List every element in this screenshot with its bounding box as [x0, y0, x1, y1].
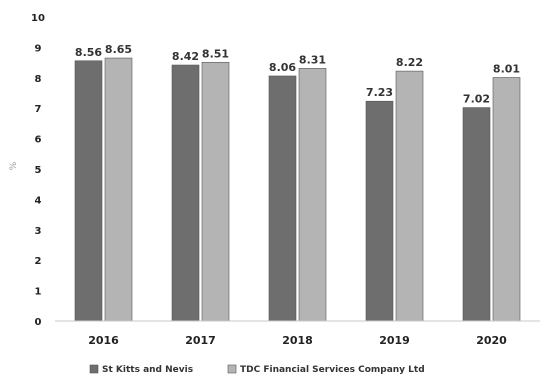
bar-series-1-2020	[462, 107, 491, 322]
y-tick-label: 10	[31, 13, 45, 24]
y-tick-label: 8	[35, 74, 42, 85]
x-axis: 2016 2017 2018 2019 2020	[55, 320, 540, 347]
y-tick-label: 3	[35, 226, 42, 237]
y-tick-label: 1	[35, 287, 42, 298]
y-tick-label: 7	[35, 104, 42, 115]
y-tick-label: 0	[35, 317, 42, 328]
data-label: 7.23	[366, 86, 393, 99]
x-category-label: 2018	[282, 334, 313, 347]
y-axis: 0 1 2 3 4 5 6 7 8 9 10	[31, 13, 45, 328]
bar-series-2-2016	[104, 57, 133, 322]
data-label: 8.22	[396, 56, 423, 69]
legend: St Kitts and Nevis TDC Financial Services…	[89, 364, 425, 375]
bar-series-1-2018	[268, 75, 297, 322]
data-label: 7.02	[463, 93, 490, 106]
bar-series-1-2017	[171, 64, 200, 322]
data-label: 8.01	[493, 62, 520, 75]
legend-label-series-2: TDC Financial Services Company Ltd	[240, 365, 425, 375]
data-label: 8.51	[202, 47, 229, 60]
x-category-label: 2017	[185, 334, 216, 347]
y-tick-label: 5	[35, 165, 42, 176]
x-category-label: 2016	[88, 334, 119, 347]
legend-swatch-series-1	[89, 364, 99, 374]
x-category-label: 2019	[379, 334, 410, 347]
y-tick-label: 4	[35, 195, 42, 206]
y-tick-label: 9	[35, 43, 42, 54]
bar-series-2-2019	[395, 70, 424, 322]
data-label: 8.31	[299, 53, 326, 66]
y-tick-label: 6	[35, 135, 42, 146]
data-label: 8.65	[105, 43, 132, 56]
y-tick-label: 2	[35, 256, 42, 267]
data-label: 8.56	[75, 46, 102, 59]
bar-series-2-2017	[201, 61, 230, 322]
bars: 8.56 8.65 8.42 8.51 8.068.31 7.23 8.22 7.02 8.01	[74, 43, 521, 322]
bar-series-2-2018	[298, 68, 327, 322]
bar-series-1-2016	[74, 60, 103, 322]
legend-swatch-series-2	[227, 364, 237, 374]
y-axis-title: %	[9, 161, 19, 170]
data-label: 8.42	[172, 50, 199, 63]
bar-series-2-2020	[492, 77, 521, 322]
data-label: 8.06	[269, 61, 296, 74]
x-category-label: 2020	[476, 334, 507, 347]
legend-label-series-1: St Kitts and Nevis	[102, 365, 193, 375]
bar-series-1-2019	[365, 100, 394, 322]
